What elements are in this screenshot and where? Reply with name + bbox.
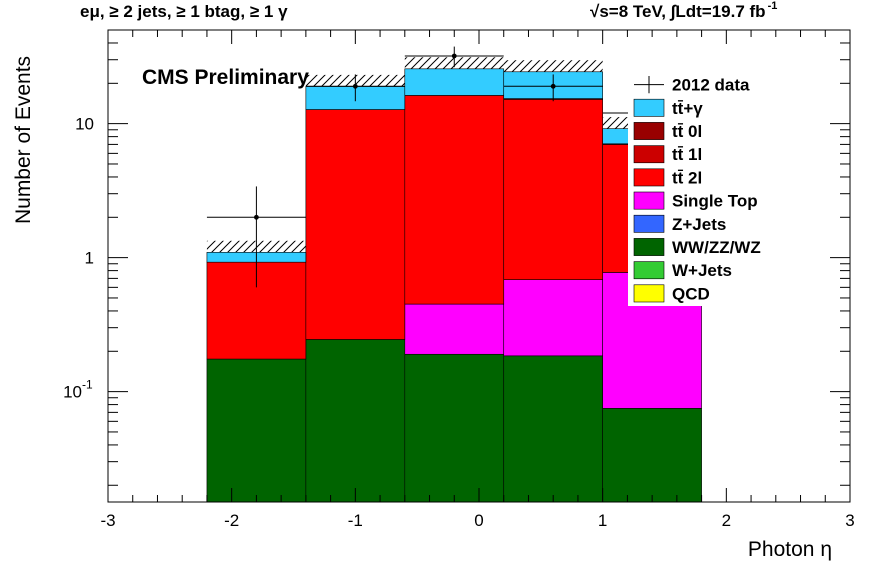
x-tick-label-0: -3 (100, 511, 115, 530)
legend-swatch-2 (633, 122, 665, 140)
legend-label-6: Z+Jets (672, 215, 726, 234)
legend-swatch-5 (633, 191, 665, 210)
y-tick-label-2: 10 (75, 115, 94, 134)
x-tick-label-2: -1 (348, 511, 363, 530)
legend-swatch-8 (633, 261, 665, 280)
legend-swatch-7 (633, 238, 665, 256)
legend-label-5: Single Top (672, 192, 758, 211)
stack-bar-2-1 (305, 109, 406, 340)
stack-bar-0-3 (503, 355, 603, 503)
legend-label-8: W+Jets (672, 261, 732, 280)
header-right-text: √s=8 TeV, ∫Ldt=19.7 fb (590, 2, 766, 21)
legend: 2012 data tt̄+γ tt̄ 0l tt̄ 1l tt̄ 2l Single T… (628, 70, 778, 306)
y-tick-label-1: 1 (85, 249, 94, 268)
y-tick-label-0: 10 (63, 383, 82, 402)
legend-label-0: 2012 data (672, 76, 750, 95)
uncertainty-band-3 (503, 60, 603, 72)
y-tick-exponent-0: -1 (82, 378, 93, 392)
stack-bar-2-2 (404, 95, 505, 305)
legend-label-1: tt̄+γ (672, 99, 703, 118)
legend-swatch-1 (633, 98, 665, 117)
stack-layer (206, 68, 702, 503)
header-left-label: eμ, ≥ 2 jets, ≥ 1 btag, ≥ 1 γ (80, 2, 288, 21)
data-point-1 (352, 83, 358, 89)
stack-bar-0-1 (305, 339, 406, 503)
cms-preliminary-label: CMS Preliminary (142, 66, 309, 89)
legend-swatch-9 (633, 284, 665, 303)
x-axis-label: Photon η (748, 538, 832, 561)
stack-bar-0-2 (404, 353, 505, 503)
header-right-superscript: -1 (767, 0, 778, 12)
stack-bar-0-4 (602, 408, 702, 503)
stack-bar-1-3 (503, 279, 603, 357)
legend-swatch-3 (633, 145, 665, 164)
stack-bar-1-2 (404, 303, 505, 355)
legend-swatch-4 (633, 168, 665, 187)
stack-bar-2-3 (503, 99, 603, 280)
stack-bar-0-0 (206, 358, 307, 503)
stack-bar-4-2 (404, 68, 505, 96)
legend-label-4: tt̄ 2l (672, 168, 702, 187)
x-tick-label-4: 1 (598, 511, 607, 530)
legend-label-3: tt̄ 1l (672, 145, 702, 164)
x-tick-label-1: -2 (224, 511, 239, 530)
legend-swatch-6 (633, 214, 665, 233)
data-point-0 (254, 214, 259, 220)
y-axis-label: Number of Events (12, 56, 35, 224)
data-point-2 (451, 53, 457, 59)
data-point-3 (550, 83, 556, 89)
x-tick-label-3: 0 (474, 511, 483, 530)
legend-label-2: tt̄ 0l (672, 122, 702, 141)
header-right-label: √s=8 TeV, ∫Ldt=19.7 fb -1 (590, 0, 778, 22)
legend-label-9: QCD (672, 284, 710, 303)
x-tick-label-6: 3 (845, 511, 854, 530)
x-tick-label-5: 2 (722, 511, 731, 530)
legend-label-7: WW/ZZ/WZ (672, 238, 761, 257)
